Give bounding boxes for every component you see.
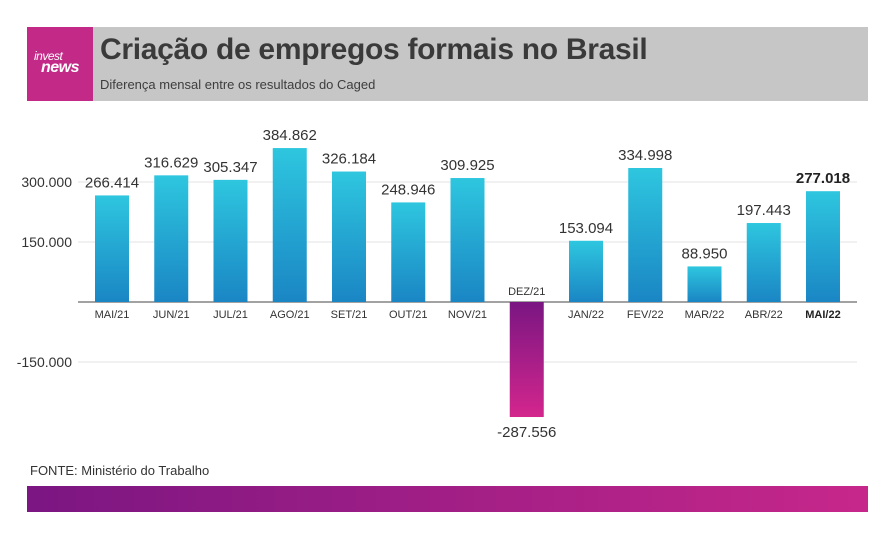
y-tick-label: -150.000 [17, 354, 72, 370]
bar [509, 302, 544, 418]
data-label: -287.556 [497, 424, 556, 441]
data-label: 384.862 [263, 127, 317, 144]
data-label: 334.998 [618, 147, 672, 164]
x-tick-label: OUT/21 [389, 309, 428, 321]
bar [806, 191, 840, 302]
bar [628, 168, 663, 302]
logo-text-invest: invest [34, 49, 63, 63]
y-tick-label: 300.000 [21, 174, 72, 190]
x-tick-label: JUL/21 [213, 309, 248, 321]
x-tick-label: AGO/21 [270, 309, 310, 321]
x-tick-label: MAR/22 [685, 309, 725, 321]
bar [450, 178, 485, 302]
logo-text-news: news [41, 59, 80, 76]
data-label: 248.946 [381, 181, 435, 198]
bar [213, 179, 248, 302]
x-tick-label: MAI/21 [95, 309, 130, 321]
bar [391, 202, 426, 302]
y-tick-label: 150.000 [21, 234, 72, 250]
data-label: 326.184 [322, 151, 376, 168]
x-tick-label: MAI/22 [805, 309, 840, 321]
investnews-logo: invest news [27, 27, 93, 101]
bar [272, 148, 307, 302]
x-tick-label: ABR/22 [745, 309, 783, 321]
x-tick-label: JAN/22 [568, 309, 604, 321]
x-tick-label: SET/21 [331, 309, 368, 321]
x-tick-label: DEZ/21 [508, 286, 545, 298]
data-label: 309.925 [440, 157, 494, 174]
bar-chart: 300.000 150.000 -150.000 MAI/21 266.414 JUN/2… [17, 127, 857, 441]
chart-title: Criação de empregos formais no Brasil [100, 33, 648, 66]
data-label: 88.950 [682, 245, 728, 262]
data-label: 316.629 [144, 154, 198, 171]
footer-bar [27, 486, 868, 512]
bar [154, 175, 189, 302]
header: invest news Criação de empregos formais … [27, 27, 868, 101]
bar [332, 171, 366, 302]
source-note: FONTE: Ministério do Trabalho [30, 463, 210, 478]
data-label: 197.443 [737, 202, 791, 219]
data-label: 266.414 [85, 174, 139, 191]
data-label: 305.347 [203, 159, 257, 176]
x-tick-label: JUN/21 [153, 309, 190, 321]
bar [569, 240, 603, 302]
bars [95, 148, 840, 418]
x-tick-label: FEV/22 [627, 309, 664, 321]
data-label: 277.018 [796, 170, 850, 187]
labels: 300.000 150.000 -150.000 MAI/21 266.414 JUN/2… [17, 127, 850, 441]
bar [95, 195, 129, 302]
x-tick-label: NOV/21 [448, 309, 487, 321]
bar [687, 266, 722, 302]
data-label: 153.094 [559, 220, 613, 237]
chart-subtitle: Diferença mensal entre os resultados do … [100, 77, 376, 92]
bar [746, 223, 781, 302]
